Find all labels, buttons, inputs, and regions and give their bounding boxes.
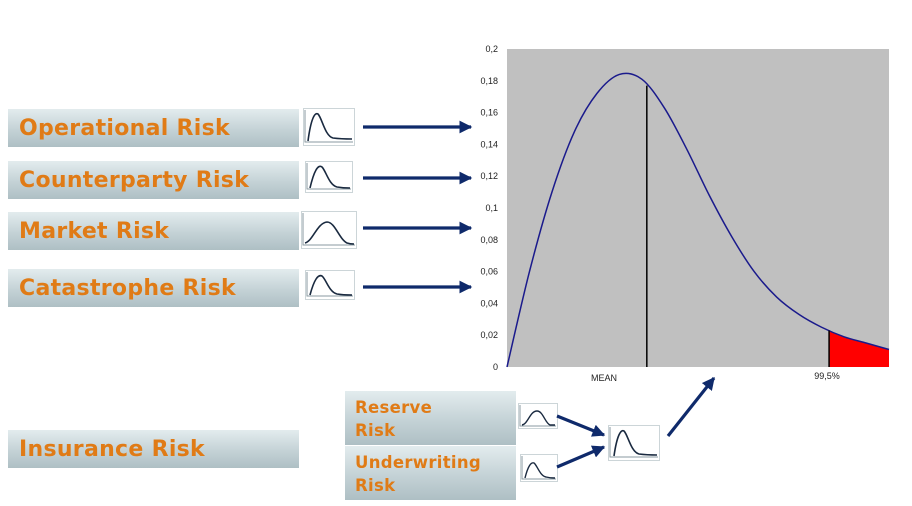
y-tick-label: 0 bbox=[493, 362, 498, 372]
sub-risk-box-underwriting: Underwriting Risk bbox=[345, 446, 516, 500]
y-tick-label: 0,16 bbox=[480, 108, 498, 118]
arrow-underwriting bbox=[556, 445, 606, 469]
risk-label: Market Risk bbox=[19, 218, 170, 244]
x-label-quantile: 99,5% bbox=[814, 371, 840, 381]
risk-box-operational: Operational Risk bbox=[8, 109, 299, 147]
y-tick-label: 0,04 bbox=[480, 298, 498, 308]
sub-risk-label-line1: Reserve bbox=[355, 398, 433, 417]
distribution-icon bbox=[518, 403, 558, 429]
arrow-aggregate bbox=[666, 376, 716, 437]
risk-box-market: Market Risk bbox=[8, 212, 299, 250]
y-tick-label: 0,06 bbox=[480, 267, 498, 277]
risk-box-counterparty: Counterparty Risk bbox=[8, 161, 299, 199]
tail-area bbox=[829, 330, 889, 367]
distribution-icon bbox=[608, 425, 660, 461]
risk-label: Operational Risk bbox=[19, 115, 230, 141]
x-label-mean: MEAN bbox=[591, 373, 617, 383]
distribution-icon bbox=[305, 270, 355, 300]
risk-box-insurance: Insurance Risk bbox=[8, 430, 299, 468]
distribution-icon bbox=[305, 161, 353, 193]
distribution-curve bbox=[506, 72, 890, 368]
sub-risk-label-line1: Underwriting bbox=[355, 453, 482, 472]
plot-area bbox=[507, 49, 889, 367]
arrow-reserve bbox=[556, 414, 606, 437]
y-axis: 0 0,02 0,04 0,06 0,08 0,1 0,12 0,14 0,16 0,18 0,2 bbox=[480, 44, 498, 372]
sub-risk-label-line2: Risk bbox=[355, 476, 396, 495]
distribution-icon bbox=[301, 211, 357, 249]
y-tick-label: 0,08 bbox=[480, 235, 498, 245]
y-tick-label: 0,2 bbox=[485, 44, 498, 54]
risk-label: Insurance Risk bbox=[19, 436, 205, 462]
arrows bbox=[363, 120, 716, 469]
distribution-icon bbox=[303, 108, 355, 146]
risk-label: Counterparty Risk bbox=[19, 167, 250, 193]
y-tick-label: 0,1 bbox=[485, 203, 498, 213]
sub-risk-box-reserve: Reserve Risk bbox=[345, 391, 516, 445]
y-tick-label: 0,18 bbox=[480, 76, 498, 86]
sub-risk-label-line2: Risk bbox=[355, 421, 396, 440]
y-tick-label: 0,02 bbox=[480, 330, 498, 340]
y-tick-label: 0,12 bbox=[480, 171, 498, 181]
distribution-icon bbox=[520, 454, 558, 482]
y-tick-label: 0,14 bbox=[480, 139, 498, 149]
risk-label: Catastrophe Risk bbox=[19, 275, 236, 301]
risk-box-catastrophe: Catastrophe Risk bbox=[8, 269, 299, 307]
